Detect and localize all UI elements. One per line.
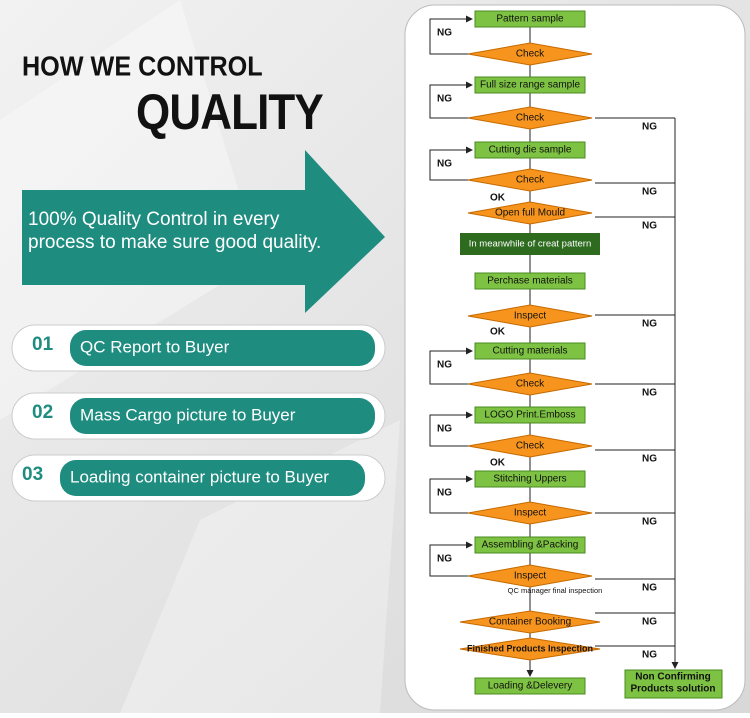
side-box xyxy=(624,669,723,699)
ng-label: NG xyxy=(437,554,452,565)
ng-label: NG xyxy=(437,94,452,105)
ng-loop xyxy=(429,541,473,577)
decision-label: Inspect xyxy=(514,311,546,322)
decision-diamond xyxy=(467,564,593,588)
decision-label: Inspect xyxy=(514,508,546,519)
process-label: Stitching Uppers xyxy=(493,474,566,485)
process-label: In meanwhile of creat pattern xyxy=(469,239,592,250)
decision-diamond xyxy=(459,610,601,634)
item-number: 03 xyxy=(22,464,43,485)
note-label: QC manager final inspection xyxy=(508,586,603,595)
ng-loop xyxy=(429,411,473,447)
side-box-label: Non Confirming xyxy=(635,672,711,683)
decision-diamond xyxy=(459,637,601,661)
decision-diamond xyxy=(467,434,593,458)
decision-label: Check xyxy=(516,49,545,60)
decision-label: Inspect xyxy=(514,571,546,582)
item-label: Mass Cargo picture to Buyer xyxy=(80,405,296,424)
ng-label: NG xyxy=(437,424,452,435)
ok-label: OK xyxy=(490,458,506,469)
decision-diamond xyxy=(467,201,593,225)
decision-label: Check xyxy=(516,379,545,390)
ng-loop xyxy=(429,347,473,385)
arrow-text: process to make sure good quality. xyxy=(28,232,321,253)
ng-label: NG xyxy=(642,187,657,198)
process-label: Pattern sample xyxy=(496,14,564,25)
item-bar xyxy=(70,398,375,434)
ng-loop xyxy=(429,146,473,181)
process-box xyxy=(474,470,586,488)
item-bar xyxy=(70,330,375,366)
item-number: 01 xyxy=(32,334,54,355)
ng-loop xyxy=(429,81,473,119)
decision-diamond xyxy=(467,168,593,192)
process-label: Assembling &Packing xyxy=(482,540,579,551)
arrow-text: 100% Quality Control in every xyxy=(28,209,280,230)
side-box-label: Products solution xyxy=(631,684,716,695)
ng-loop xyxy=(429,15,473,55)
decision-label: Check xyxy=(516,113,545,124)
ng-label: NG xyxy=(437,360,452,371)
process-box xyxy=(474,536,586,554)
title-line2: QUALITY xyxy=(136,84,323,140)
ng-label: NG xyxy=(437,488,452,499)
process-label: Cutting materials xyxy=(492,346,567,357)
ng-label: NG xyxy=(642,583,657,594)
decision-diamond xyxy=(467,372,593,396)
arrow xyxy=(22,150,385,313)
item-number: 02 xyxy=(32,402,53,423)
process-label: Cutting die sample xyxy=(489,145,572,156)
ng-label: NG xyxy=(642,617,657,628)
title-line1: HOW WE CONTROL xyxy=(22,50,263,82)
process-box xyxy=(460,233,600,255)
decision-label: Check xyxy=(516,175,545,186)
decision-label: Container Booking xyxy=(489,617,571,628)
ng-loop xyxy=(429,475,473,514)
decision-diamond xyxy=(467,106,593,130)
decision-label: Finished Products Inspection xyxy=(467,643,593,653)
process-box xyxy=(474,10,586,28)
ng-label: NG xyxy=(642,122,657,133)
ng-label: NG xyxy=(642,319,657,330)
decision-diamond xyxy=(467,304,593,328)
process-box xyxy=(474,342,586,360)
ng-label: NG xyxy=(642,517,657,528)
process-box xyxy=(474,406,586,424)
process-box xyxy=(474,272,586,290)
process-label: Loading &Delevery xyxy=(488,681,573,692)
process-box xyxy=(474,76,586,94)
item-bar xyxy=(60,460,365,496)
process-label: Full size range sample xyxy=(480,80,580,91)
ng-label: NG xyxy=(437,159,452,170)
process-box xyxy=(474,677,586,695)
process-label: LOGO Print.Emboss xyxy=(484,410,575,421)
item-label: QC Report to Buyer xyxy=(80,337,230,356)
ng-label: NG xyxy=(642,650,657,661)
ng-label: NG xyxy=(437,28,452,39)
ng-label: NG xyxy=(642,454,657,465)
decision-diamond xyxy=(467,42,593,66)
decision-label: Check xyxy=(516,441,545,452)
process-box xyxy=(474,141,586,159)
decision-diamond xyxy=(467,501,593,525)
ok-label: OK xyxy=(490,193,506,204)
ok-label: OK xyxy=(490,327,506,338)
ng-label: NG xyxy=(642,388,657,399)
ng-label: NG xyxy=(642,221,657,232)
item-label: Loading container picture to Buyer xyxy=(70,467,329,486)
decision-label: Open full Mould xyxy=(495,208,565,219)
process-label: Perchase materials xyxy=(487,276,573,287)
